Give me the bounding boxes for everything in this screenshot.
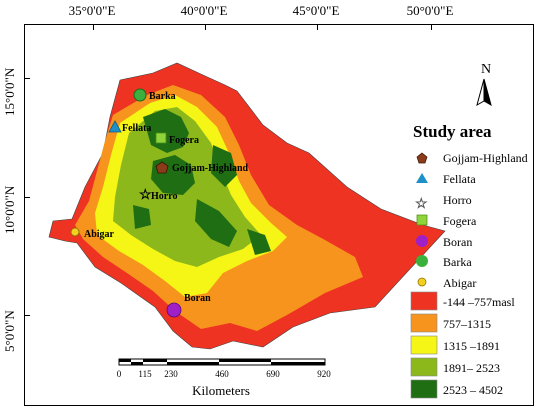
place-label-fellata: Fellata — [122, 123, 151, 134]
legend-class-swatch — [410, 335, 438, 355]
scalebar-unit: Kilometers — [192, 383, 250, 398]
legend-title: Study area — [413, 122, 492, 141]
place-label-fogera: Fogera — [169, 135, 199, 146]
legend-item-label: Fellata — [443, 172, 476, 186]
axis-tick-left: 10°0'0"N — [2, 185, 17, 234]
legend-class-swatch — [410, 357, 438, 377]
elevation-zone-2523 — [211, 145, 237, 187]
brown-pentagon-icon — [155, 161, 169, 174]
scalebar-segment — [119, 359, 131, 362]
scalebar-segment — [219, 359, 271, 362]
scalebar-tick: 230 — [164, 369, 178, 379]
map-canvas: N Barka Fellata Fogera Gojjam-Highland ☆… — [48, 62, 528, 399]
star-icon: ☆ — [415, 197, 428, 212]
blue-triangle-icon — [416, 173, 428, 183]
scalebar-tick: 460 — [215, 369, 229, 379]
green-circle-icon — [133, 88, 147, 102]
scalebar-segment — [167, 362, 219, 365]
elevation-zone-2523 — [195, 199, 237, 247]
north-arrow-icon — [483, 78, 492, 107]
axis-tick-top: 50°0'0"E — [406, 3, 454, 18]
legend-item-label: Boran — [443, 235, 472, 249]
tick-mark — [25, 197, 30, 198]
axis-tick-left: 5°0'0"N — [2, 310, 17, 352]
scalebar-segment — [131, 362, 143, 365]
place-label-barka: Barka — [149, 91, 176, 102]
brown-pentagon-icon — [416, 152, 428, 164]
scalebar-segment — [271, 362, 325, 365]
legend-item-label: Horro — [443, 193, 472, 207]
legend-class-label: 1315 –1891 — [443, 339, 500, 353]
elevation-zone-2523 — [247, 229, 271, 255]
scalebar-tick: 690 — [266, 369, 280, 379]
tick-mark — [25, 315, 30, 316]
legend-class-label: 757–1315 — [443, 317, 491, 331]
star-icon: ☆ — [139, 188, 152, 203]
north-arrow-icon — [476, 78, 485, 107]
legend-class-label: 2523 – 4502 — [443, 383, 503, 397]
sun-icon — [70, 227, 80, 237]
axis-tick-top: 40°0'0"E — [180, 3, 228, 18]
tick-mark — [317, 25, 318, 30]
tick-mark — [205, 25, 206, 30]
axis-tick-top: 35°0'0"E — [68, 3, 116, 18]
place-label-abigar: Abigar — [84, 229, 115, 240]
place-label-boran: Boran — [184, 293, 211, 304]
legend-class-swatch — [410, 291, 438, 311]
elevation-zone-2523 — [133, 205, 151, 229]
scalebar-tick: 920 — [317, 369, 331, 379]
tick-mark — [93, 25, 94, 30]
legend-class-swatch — [410, 379, 438, 399]
legend-class-label: -144 –757masl — [443, 295, 515, 309]
legend-class-label: 1891– 2523 — [443, 361, 500, 375]
legend-item-label: Fogera — [443, 214, 477, 228]
scalebar-tick: 115 — [138, 369, 152, 379]
lime-square-icon — [416, 214, 428, 226]
scalebar-segment — [143, 359, 167, 362]
legend-class-swatch — [410, 313, 438, 333]
legend-item-label: Gojjam-Highland — [443, 151, 528, 165]
elevation-zone-2523 — [143, 109, 189, 153]
blue-triangle-icon — [108, 120, 122, 133]
scalebar-tick: 0 — [117, 369, 122, 379]
purple-circle-icon — [166, 302, 182, 318]
axis-tick-left: 15°0'0"N — [2, 67, 17, 116]
legend-item-label: Abigar — [443, 276, 476, 290]
north-label: N — [481, 62, 491, 77]
green-circle-icon — [416, 255, 428, 267]
sun-icon — [417, 277, 427, 287]
tick-mark — [431, 25, 432, 30]
tick-mark — [25, 78, 30, 79]
axis-tick-top: 45°0'0"E — [292, 3, 340, 18]
place-label-gojjam-highland: Gojjam-Highland — [172, 163, 249, 174]
legend-item-label: Barka — [443, 255, 472, 269]
map-frame: N Barka Fellata Fogera Gojjam-Highland ☆… — [24, 24, 534, 406]
place-label-horro: Horro — [151, 191, 177, 202]
lime-square-icon — [155, 132, 167, 144]
purple-circle-icon — [416, 235, 428, 247]
